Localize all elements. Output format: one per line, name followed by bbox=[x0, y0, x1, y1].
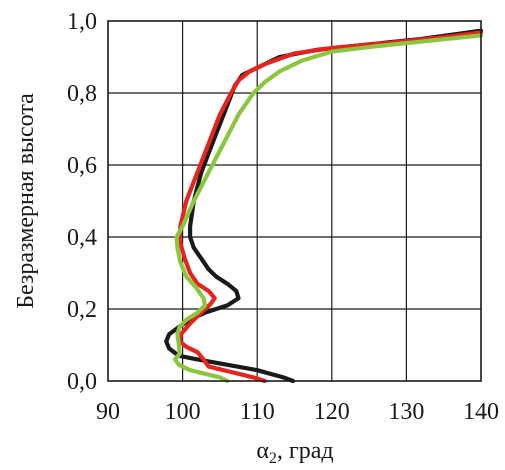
y-tick-labels: 0,0 0,2 0,4 0,6 0,8 1,0 bbox=[67, 9, 97, 395]
x-axis-title-rest: , град bbox=[277, 438, 334, 464]
x-tick-label: 130 bbox=[388, 399, 424, 425]
grid bbox=[108, 21, 481, 381]
series-line-2 bbox=[177, 30, 484, 384]
y-axis-title: Безразмерная высота bbox=[13, 93, 39, 309]
x-tick-label: 110 bbox=[240, 399, 275, 425]
x-axis-title-main: α bbox=[256, 438, 269, 464]
x-tick-label: 140 bbox=[463, 399, 499, 425]
x-tick-label: 100 bbox=[165, 399, 201, 425]
series-group bbox=[164, 28, 484, 384]
y-tick-label: 0,2 bbox=[67, 297, 97, 323]
series-line-3 bbox=[173, 33, 484, 384]
y-tick-label: 0,8 bbox=[67, 81, 97, 107]
x-tick-label: 120 bbox=[314, 399, 350, 425]
x-axis-title: α2, град bbox=[256, 438, 333, 467]
y-tick-label: 0,6 bbox=[67, 153, 97, 179]
plot-frame bbox=[107, 20, 482, 382]
y-tick-label: 0,0 bbox=[67, 369, 97, 395]
x-axis-title-subscript: 2 bbox=[269, 450, 277, 467]
y-tick-label: 1,0 bbox=[67, 9, 97, 35]
x-tick-label: 90 bbox=[96, 399, 120, 425]
series-line-1 bbox=[164, 28, 484, 384]
x-tick-labels: 90 100 110 120 130 140 bbox=[96, 399, 499, 425]
y-tick-label: 0,4 bbox=[67, 225, 97, 251]
